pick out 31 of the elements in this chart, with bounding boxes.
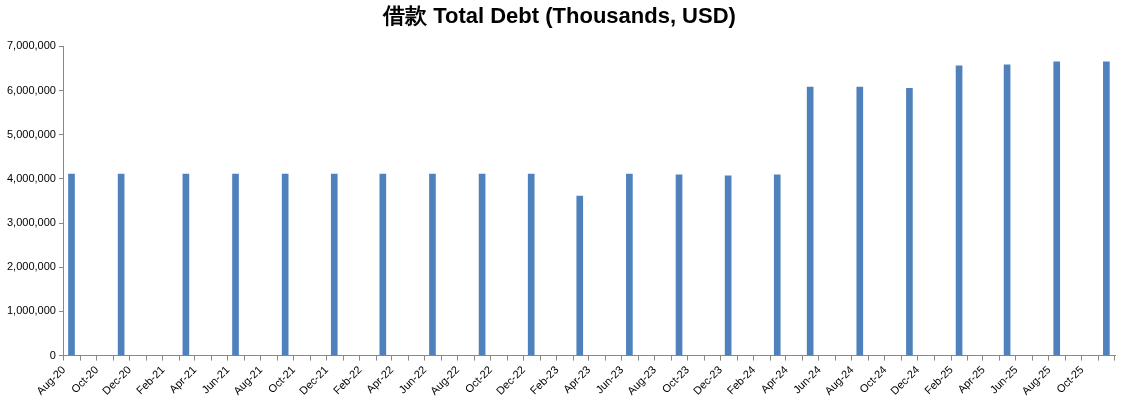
bar [281,173,289,356]
y-tick-label: 1,000,000 [7,304,56,317]
bar [232,173,239,356]
bar [379,173,387,356]
y-tick-label: 7,000,000 [7,39,56,52]
bar [1003,64,1011,356]
bar [330,173,338,356]
bar [478,173,486,356]
bar [856,86,864,356]
y-tick-label: 0 [49,348,56,361]
y-tick-label: 5,000,000 [7,127,56,140]
bar [955,65,963,356]
bar [182,173,190,356]
bar [1053,61,1061,356]
y-tick-label: 4,000,000 [7,171,56,184]
bar [806,86,814,356]
bar [429,173,436,356]
bar [576,195,584,356]
bar [1103,61,1110,356]
bar [68,173,75,356]
chart-title: 借款 Total Debt (Thousands, USD) [382,3,736,29]
bar [117,173,125,356]
bar [527,173,535,356]
y-tick-label: 2,000,000 [7,260,56,273]
bar [773,174,781,356]
y-tick-label: 6,000,000 [7,83,56,96]
y-tick-label: 3,000,000 [7,216,56,229]
bar [675,174,683,356]
bar [724,175,732,356]
bar [626,173,633,356]
bar [906,88,913,356]
